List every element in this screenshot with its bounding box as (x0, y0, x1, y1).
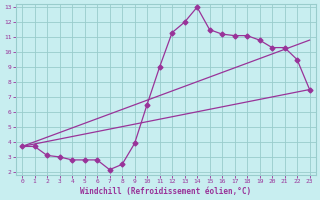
X-axis label: Windchill (Refroidissement éolien,°C): Windchill (Refroidissement éolien,°C) (80, 187, 252, 196)
